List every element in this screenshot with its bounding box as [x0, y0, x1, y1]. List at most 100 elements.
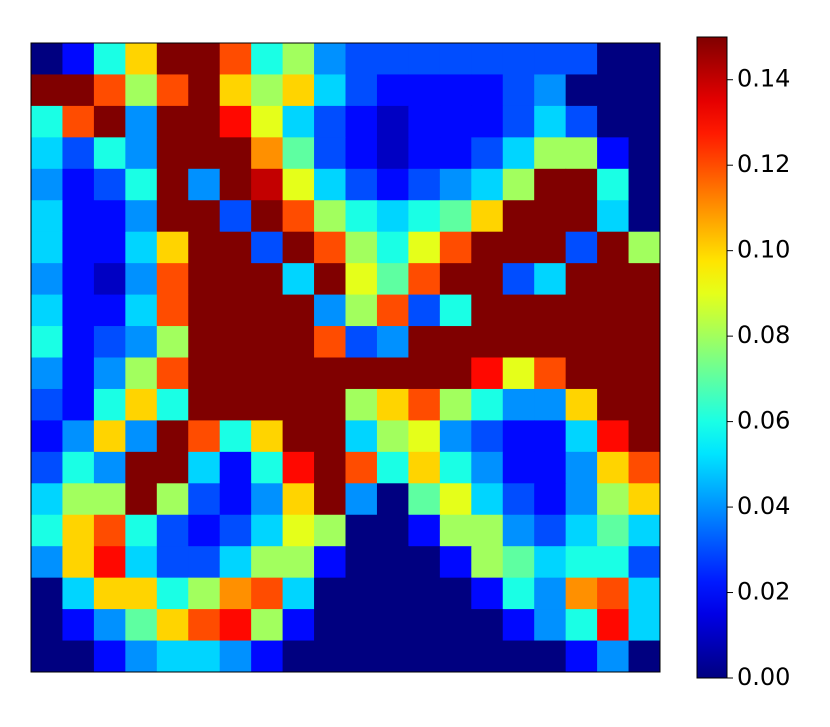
heatmap-cell	[93, 357, 126, 390]
heatmap-cell	[188, 420, 221, 453]
heatmap-cell	[597, 168, 630, 201]
heatmap-cell	[408, 640, 441, 673]
heatmap-cell	[31, 514, 63, 547]
heatmap-cell	[62, 294, 95, 327]
heatmap-cell	[534, 168, 567, 201]
heatmap-cell	[597, 231, 630, 264]
heatmap-cell	[314, 43, 346, 75]
heatmap-cell	[408, 483, 441, 516]
heatmap-cell	[376, 609, 409, 642]
heatmap-cell	[93, 43, 126, 75]
heatmap-cell	[156, 294, 189, 327]
heatmap-cell	[597, 546, 630, 579]
heatmap-cell	[502, 640, 535, 673]
heatmap-cell	[282, 577, 315, 610]
heatmap-cell	[314, 168, 346, 201]
heatmap-cell	[439, 577, 472, 610]
heatmap-cell	[314, 105, 346, 138]
heatmap-cell	[282, 200, 315, 233]
colorbar-tick-label: 0.00	[737, 663, 790, 691]
heatmap-cell	[156, 420, 189, 453]
heatmap-cell	[31, 640, 63, 673]
colorbar-tick-label: 0.06	[737, 407, 790, 435]
heatmap-cell	[502, 420, 535, 453]
colorbar-tick-label: 0.14	[737, 65, 790, 93]
heatmap-cell	[502, 74, 535, 107]
heatmap-cell	[93, 168, 126, 201]
heatmap-cell	[597, 200, 630, 233]
heatmap-cell	[251, 451, 284, 484]
heatmap-cell	[188, 546, 221, 579]
heatmap-cell	[376, 514, 409, 547]
heatmap-cell	[251, 74, 284, 107]
heatmap-cell	[408, 577, 441, 610]
heatmap-cell	[471, 137, 504, 170]
heatmap-cell	[156, 577, 189, 610]
heatmap-cell	[534, 546, 567, 579]
heatmap-cell	[93, 388, 126, 421]
heatmap-cell	[156, 263, 189, 296]
heatmap-cell	[156, 451, 189, 484]
heatmap-cell	[219, 546, 252, 579]
heatmap-cell	[597, 514, 630, 547]
heatmap-cell	[188, 357, 221, 390]
heatmap-cell	[314, 200, 346, 233]
heatmap-cell	[62, 546, 95, 579]
heatmap-cell	[376, 231, 409, 264]
heatmap-cell	[565, 640, 598, 673]
heatmap-cell	[188, 640, 221, 673]
heatmap-cell	[376, 168, 409, 201]
heatmap-cell	[62, 326, 95, 358]
heatmap-cell	[31, 326, 63, 358]
heatmap-cell	[597, 420, 630, 453]
heatmap-cell	[471, 357, 504, 390]
heatmap-cell	[125, 74, 158, 107]
heatmap-cell	[156, 388, 189, 421]
heatmap-cell	[408, 74, 441, 107]
heatmap-cell	[565, 294, 598, 327]
heatmap-cell	[408, 357, 441, 390]
heatmap-cell	[534, 326, 567, 358]
heatmap-cell	[251, 137, 284, 170]
heatmap-cell	[502, 514, 535, 547]
heatmap-cell	[251, 231, 284, 264]
heatmap-cell	[439, 137, 472, 170]
heatmap-cell	[125, 357, 158, 390]
heatmap-cell	[62, 451, 95, 484]
heatmap-cell	[502, 546, 535, 579]
heatmap-cell	[93, 546, 126, 579]
heatmap-cell	[62, 640, 95, 673]
heatmap-cell	[534, 483, 567, 516]
heatmap-cell	[534, 420, 567, 453]
heatmap-cell	[376, 137, 409, 170]
colorbar-tick-label: 0.08	[737, 321, 790, 349]
heatmap-cell	[565, 74, 598, 107]
heatmap-cell	[628, 43, 661, 75]
heatmap-cell	[502, 105, 535, 138]
heatmap-cell	[502, 483, 535, 516]
heatmap-cell	[565, 168, 598, 201]
heatmap-cell	[439, 105, 472, 138]
heatmap-cell	[219, 263, 252, 296]
heatmap-cell	[282, 546, 315, 579]
heatmap-cell	[597, 105, 630, 138]
colorbar-tick-label: 0.04	[737, 492, 790, 520]
heatmap-cell	[282, 294, 315, 327]
heatmap-cell	[408, 388, 441, 421]
heatmap-cell	[31, 137, 63, 170]
heatmap-cell	[314, 483, 346, 516]
heatmap-cell	[565, 137, 598, 170]
heatmap-cell	[502, 43, 535, 75]
heatmap-cell	[565, 483, 598, 516]
heatmap-cell	[628, 168, 661, 201]
heatmap-cell	[597, 609, 630, 642]
colorbar-tick-label: 0.10	[737, 236, 790, 264]
heatmap-cell	[125, 483, 158, 516]
heatmap-cell	[93, 105, 126, 138]
heatmap-cell	[439, 231, 472, 264]
heatmap-cell	[408, 609, 441, 642]
heatmap-cell	[597, 263, 630, 296]
heatmap-cell	[219, 514, 252, 547]
heatmap-cell	[376, 326, 409, 358]
